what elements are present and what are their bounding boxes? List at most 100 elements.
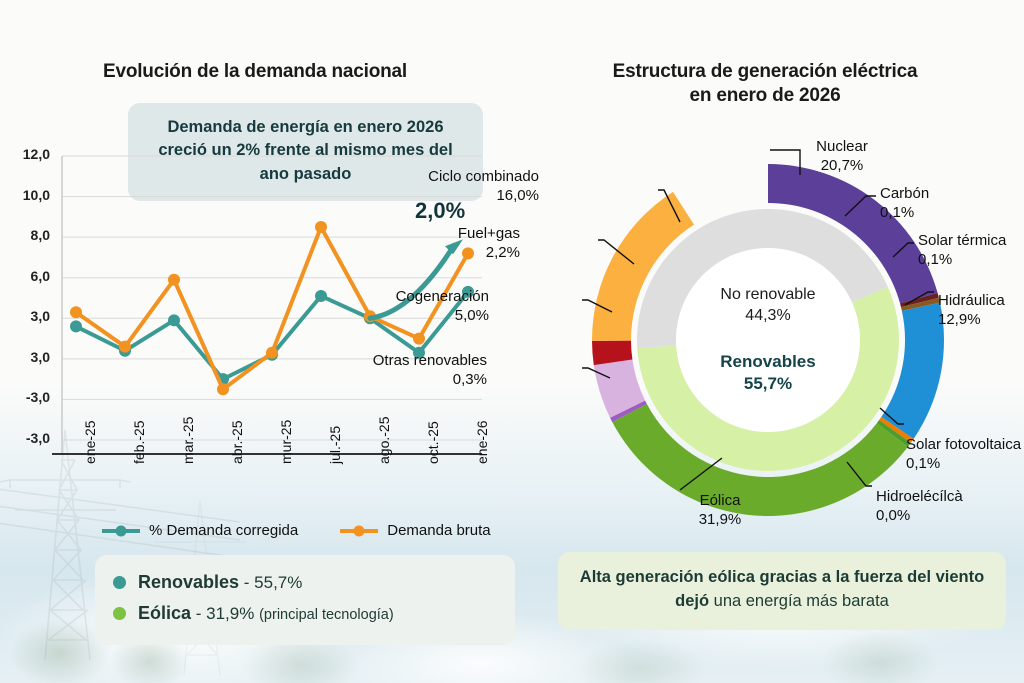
donut-chart bbox=[566, 138, 970, 542]
inner-ring-renovables bbox=[637, 286, 899, 471]
donut-center-labels: No renovable 44,3% Renovables 55,7% bbox=[566, 138, 970, 542]
x-axis-tick-label: oct.-25 bbox=[425, 421, 441, 464]
pie-label-solar-fotovoltaica: Solar fotovoltaica 0,1% bbox=[906, 436, 1021, 473]
pie-label-value: 12,9% bbox=[938, 310, 981, 328]
annotation-growth-value: 2,0% bbox=[415, 198, 466, 223]
pie-label-otras-renovables: Otras renovables 0,3% bbox=[373, 352, 487, 389]
pie-label-cogeneraci-n: Cogeneración 5,0% bbox=[396, 288, 489, 325]
y-axis-tick-label: 3,0 bbox=[30, 308, 50, 325]
donut-slice-7 bbox=[610, 400, 647, 423]
pie-label-fuel-gas: Fuel+gas 2,2% bbox=[458, 225, 520, 262]
summary-text-renovables: Renovables - 55,7% bbox=[138, 570, 302, 596]
summary-text-eolica: Eólica - 31,9% (principal tecnología) bbox=[138, 601, 394, 627]
center-norenovable-label: No renovable bbox=[720, 286, 816, 304]
center-norenovable-value: 44,3% bbox=[745, 306, 791, 324]
x-axis-tick-label: mur-25 bbox=[278, 419, 294, 464]
pie-label-hidroel-c-lc-: Hidroelécílcà 0,0% bbox=[876, 488, 963, 525]
y-axis-tick-label: 6,0 bbox=[30, 267, 50, 284]
donut-slice-0 bbox=[768, 164, 938, 304]
pie-label-name: Nuclear bbox=[816, 138, 868, 155]
pie-label-value: 0,1% bbox=[918, 250, 953, 268]
pie-label-value: 16,0% bbox=[496, 186, 539, 204]
y-axis-tick-label: -3,0 bbox=[25, 389, 50, 406]
pie-label-value: 0,0% bbox=[876, 506, 911, 524]
donut-slice-5 bbox=[876, 420, 911, 447]
data-point bbox=[413, 332, 425, 345]
callout-wind-bold: Alta generación eólica gracias a la fuer… bbox=[579, 568, 985, 610]
bullet-dot-green-icon bbox=[113, 606, 126, 620]
summary-name-renovables: Renovables bbox=[138, 572, 240, 592]
callout-demand-growth: Demanda de energía en enero 2026 creció … bbox=[128, 103, 483, 202]
center-renovables-label: Renovables bbox=[720, 351, 816, 371]
pie-label-hidr-ulica: Hidráulica 12,9% bbox=[938, 292, 1005, 329]
summary-item-renovables: Renovables - 55,7% bbox=[113, 570, 499, 596]
x-axis-tick-label: abr.-25 bbox=[229, 420, 245, 464]
y-axis-tick-label: 8,0 bbox=[30, 227, 50, 244]
page-title-left: Evolución de la demanda nacional bbox=[102, 61, 407, 82]
pie-label-value: 0,1% bbox=[880, 203, 915, 221]
x-axis-tick-label: ene-25 bbox=[82, 420, 98, 464]
callout-wind-rest: una energía más barata bbox=[709, 591, 889, 610]
pie-label-name: Eólica bbox=[699, 492, 741, 509]
y-axis-tick-label: -3,0 bbox=[25, 430, 50, 446]
data-point bbox=[315, 221, 327, 233]
legend-marker-orange bbox=[340, 525, 379, 536]
summary-value-renovables: - 55,7% bbox=[243, 573, 303, 592]
pie-label-name: Solar térmica bbox=[918, 232, 1007, 249]
pie-label-value: 0,1% bbox=[906, 454, 941, 472]
pie-label-value: 5,0% bbox=[454, 306, 489, 324]
line-chart-svg bbox=[52, 155, 482, 455]
x-axis-tick-label: feb.-25 bbox=[131, 420, 147, 464]
data-point bbox=[70, 306, 82, 319]
data-point bbox=[266, 346, 278, 359]
line-chart-legend: % Demanda corregida Demanda bruta bbox=[100, 522, 491, 539]
y-axis-tick-label: 10,0 bbox=[22, 186, 50, 203]
data-point bbox=[462, 247, 474, 260]
donut-slice-9 bbox=[592, 340, 633, 366]
line-chart: 12,0 10,0 8,0 6,0 3,0 3,0 -3,0 -3,0 ene-25 feb.-2… bbox=[0, 140, 500, 540]
donut-hole bbox=[676, 248, 860, 432]
donut-slice-10 bbox=[592, 191, 695, 341]
pie-label-name: Fuel+gas bbox=[457, 225, 520, 242]
data-point bbox=[168, 314, 180, 327]
pie-label-value: 0,3% bbox=[452, 370, 487, 388]
x-axis-tick-label: jul.-25 bbox=[327, 425, 343, 464]
center-renovables: Renovables 55,7% bbox=[720, 351, 815, 395]
pie-label-name: Carbón bbox=[880, 185, 930, 202]
pie-label-solar-t-rmica: Solar térmica 0,1% bbox=[918, 232, 1006, 269]
data-point bbox=[315, 289, 327, 302]
page-title-right: Estructura de generación eléctrica en en… bbox=[612, 61, 918, 106]
data-point bbox=[462, 285, 474, 298]
inner-ring-no-renovable bbox=[637, 208, 888, 348]
pie-label-name: Otras renovables bbox=[372, 352, 487, 369]
pie-label-name: Hidráulica bbox=[938, 292, 1005, 309]
summary-item-eolica: Eólica - 31,9% (principal tecnología) bbox=[113, 601, 499, 627]
summary-note-eolica: (principal tecnología) bbox=[259, 606, 394, 623]
pie-label-name: Solar fotovoltaica bbox=[906, 436, 1022, 453]
bullet-dot-teal-icon bbox=[113, 576, 126, 590]
legend-marker-teal bbox=[102, 525, 140, 536]
data-point bbox=[168, 273, 180, 286]
center-renovables-value: 55,7% bbox=[743, 373, 793, 393]
center-norenovable: No renovable 44,3% bbox=[720, 285, 815, 327]
pie-label-value: 31,9% bbox=[698, 510, 742, 528]
donut-slice-3 bbox=[881, 302, 944, 439]
summary-value-eolica: - 31,9% bbox=[195, 603, 255, 623]
legend-label-bruta: Demanda bruta bbox=[387, 522, 491, 539]
data-point bbox=[119, 340, 131, 353]
data-point bbox=[70, 320, 82, 333]
x-axis-tick-label: ago.-25 bbox=[376, 416, 392, 464]
pie-label-name: Hidroelécílcà bbox=[876, 488, 963, 505]
x-axis-tick-label: mar.-25 bbox=[180, 416, 196, 464]
pie-label-ciclo-combinado: Ciclo combinado 16,0% bbox=[428, 168, 539, 205]
summary-name-eolica: Eólica bbox=[138, 602, 192, 623]
pie-label-value: 20,7% bbox=[820, 156, 864, 174]
pie-label-name: Cogeneración bbox=[395, 288, 489, 305]
growth-arrow-head bbox=[445, 239, 463, 255]
y-axis-tick-label: 3,0 bbox=[30, 348, 50, 365]
data-point bbox=[413, 346, 425, 359]
growth-arrow bbox=[367, 242, 457, 321]
callout-wind-generation: Alta generación eólica gracias a la fuer… bbox=[558, 552, 1006, 630]
pie-label-e-lica: Eólica 31,9% bbox=[660, 492, 780, 529]
